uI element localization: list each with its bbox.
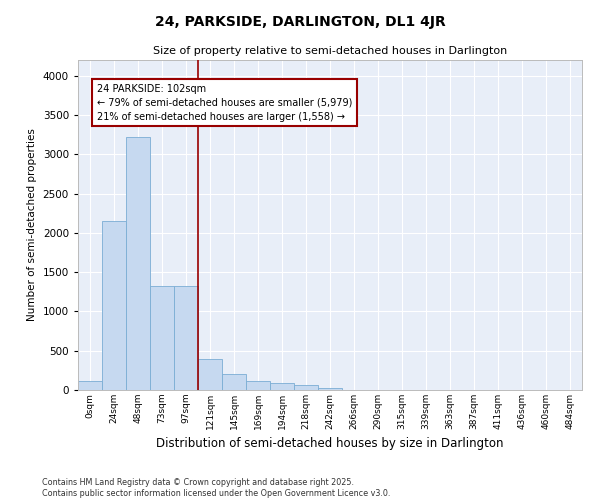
Text: 24 PARKSIDE: 102sqm
← 79% of semi-detached houses are smaller (5,979)
21% of sem: 24 PARKSIDE: 102sqm ← 79% of semi-detach…: [97, 84, 353, 122]
Bar: [150, 286, 174, 390]
Bar: [294, 386, 318, 390]
Y-axis label: Number of semi-detached properties: Number of semi-detached properties: [27, 128, 37, 322]
Bar: [318, 388, 342, 390]
Bar: [270, 383, 294, 390]
Bar: [102, 221, 126, 390]
Bar: [174, 286, 198, 390]
Bar: [222, 374, 246, 390]
Text: 24, PARKSIDE, DARLINGTON, DL1 4JR: 24, PARKSIDE, DARLINGTON, DL1 4JR: [155, 15, 445, 29]
Bar: [198, 360, 222, 390]
Bar: [78, 380, 102, 390]
Text: Contains HM Land Registry data © Crown copyright and database right 2025.
Contai: Contains HM Land Registry data © Crown c…: [42, 478, 391, 498]
Bar: [126, 136, 150, 390]
Bar: [246, 380, 270, 390]
Title: Size of property relative to semi-detached houses in Darlington: Size of property relative to semi-detach…: [153, 46, 507, 56]
X-axis label: Distribution of semi-detached houses by size in Darlington: Distribution of semi-detached houses by …: [156, 438, 504, 450]
